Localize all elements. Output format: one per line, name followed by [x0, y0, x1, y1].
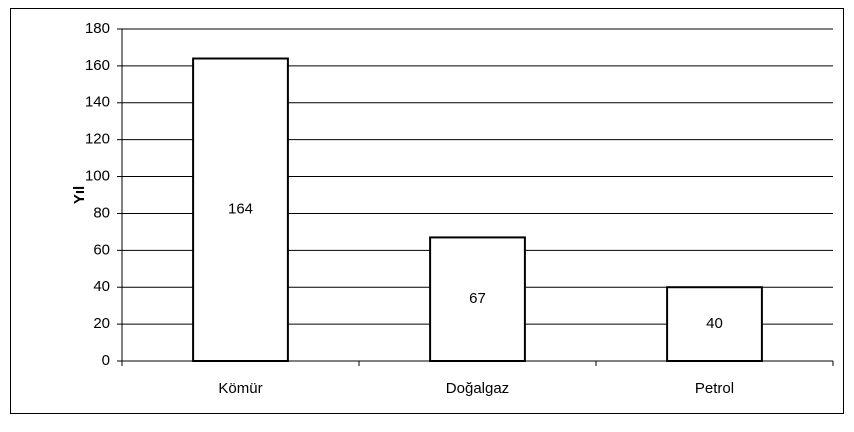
data-label: 40 — [706, 315, 723, 332]
y-tick-label: 60 — [93, 241, 110, 258]
data-label: 67 — [469, 290, 486, 307]
y-tick-label: 100 — [85, 168, 110, 185]
x-tick-label: Kömür — [218, 380, 262, 397]
chart-frame — [10, 8, 844, 414]
data-label: 164 — [228, 201, 253, 218]
x-tick-label: Doğalgaz — [446, 380, 509, 397]
y-tick-label: 140 — [85, 94, 110, 111]
bar — [429, 236, 526, 362]
bar — [192, 57, 289, 363]
y-tick-label: 80 — [93, 204, 110, 221]
y-tick-label: 120 — [85, 131, 110, 148]
y-axis-label: Yıl — [71, 186, 88, 204]
y-tick-label: 40 — [93, 278, 110, 295]
y-tick-label: 20 — [93, 315, 110, 332]
y-tick-label: 0 — [102, 352, 110, 369]
x-tick-label: Petrol — [695, 380, 734, 397]
y-tick-label: 180 — [85, 20, 110, 37]
bar — [666, 286, 763, 363]
y-tick-label: 160 — [85, 57, 110, 74]
